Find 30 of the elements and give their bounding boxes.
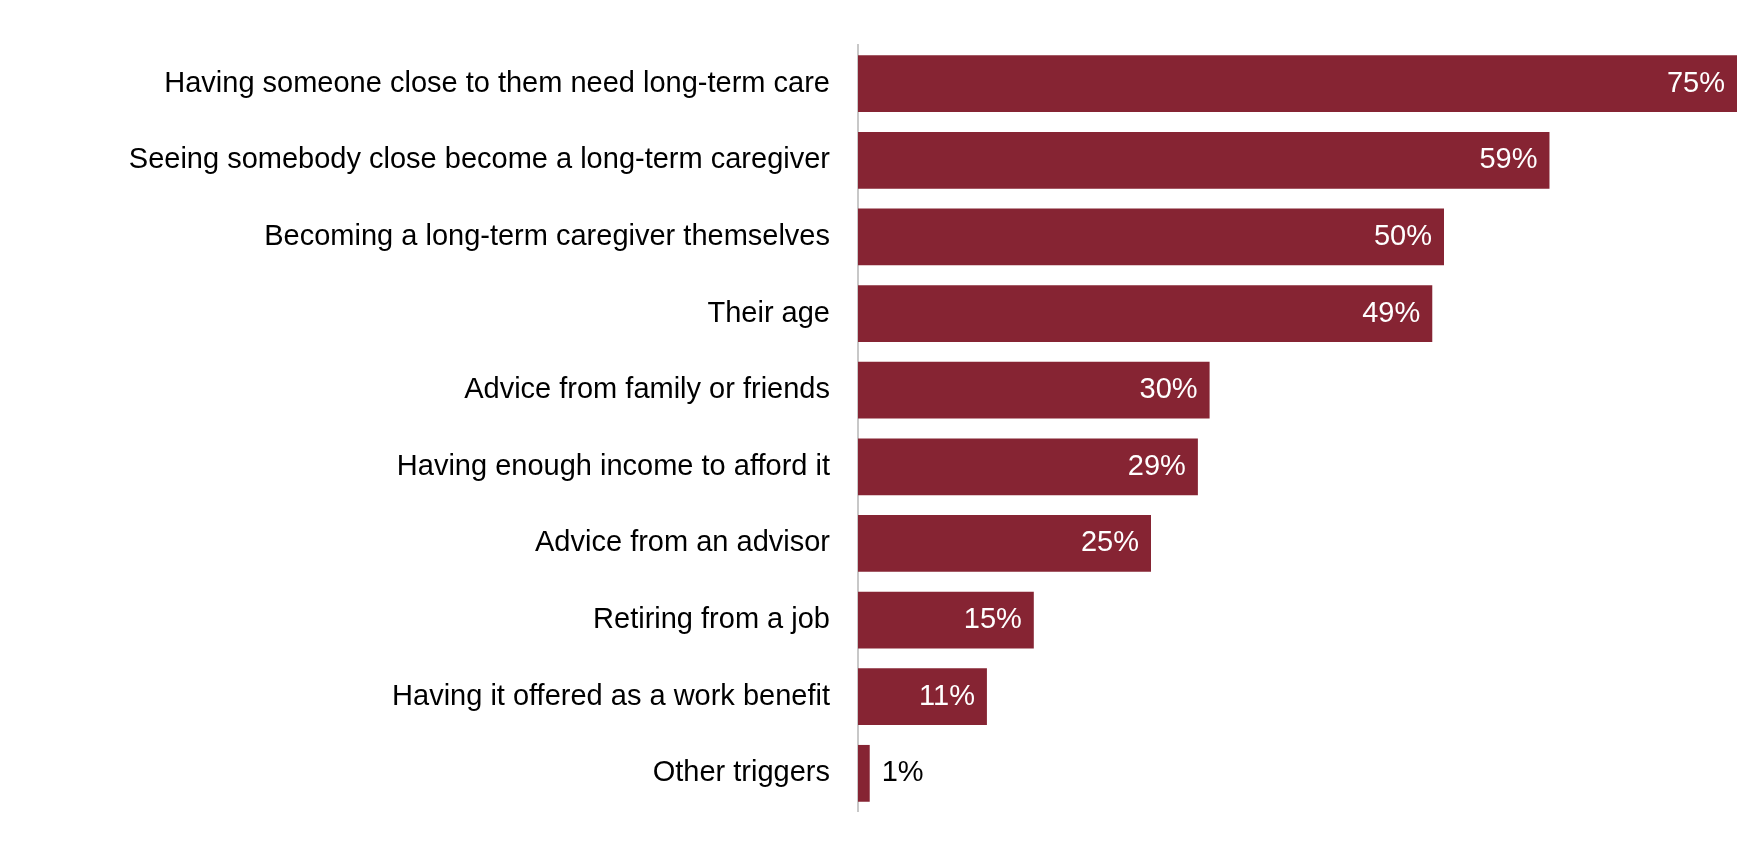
y-tick-label: Seeing somebody close become a long-term caregiver [128,142,831,175]
bar [858,515,1151,572]
y-tick-label: Having it offered as a work benefit [392,678,830,711]
data-label: 15% [963,602,1022,635]
bar [858,744,870,802]
bar [858,285,1433,342]
data-label: 50% [1373,218,1432,251]
bar [858,668,987,726]
bar [858,438,1198,496]
bar [858,361,1210,419]
y-tick-label: Having someone close to them need long-term care [164,65,830,98]
y-tick-label: Their age [707,295,830,328]
bar [858,591,1034,649]
bar [858,131,1550,189]
bar [858,208,1444,266]
data-label: 1% [881,755,924,788]
bar [858,55,1737,113]
y-tick-label: Becoming a long-term caregiver themselves [264,218,830,251]
data-label: 11% [919,678,975,711]
data-label: 29% [1127,448,1186,481]
y-tick-label: Other triggers [652,755,830,788]
y-tick-label: Retiring from a job [593,602,830,635]
data-label: 59% [1479,142,1538,175]
data-label: 25% [1080,525,1139,558]
y-tick-label: Advice from family or friends [464,372,830,405]
data-label: 30% [1139,372,1198,405]
data-label: 75% [1666,65,1725,98]
data-label: 49% [1362,295,1421,328]
y-tick-label: Having enough income to afford it [396,448,830,481]
y-tick-label: Advice from an advisor [535,525,831,558]
